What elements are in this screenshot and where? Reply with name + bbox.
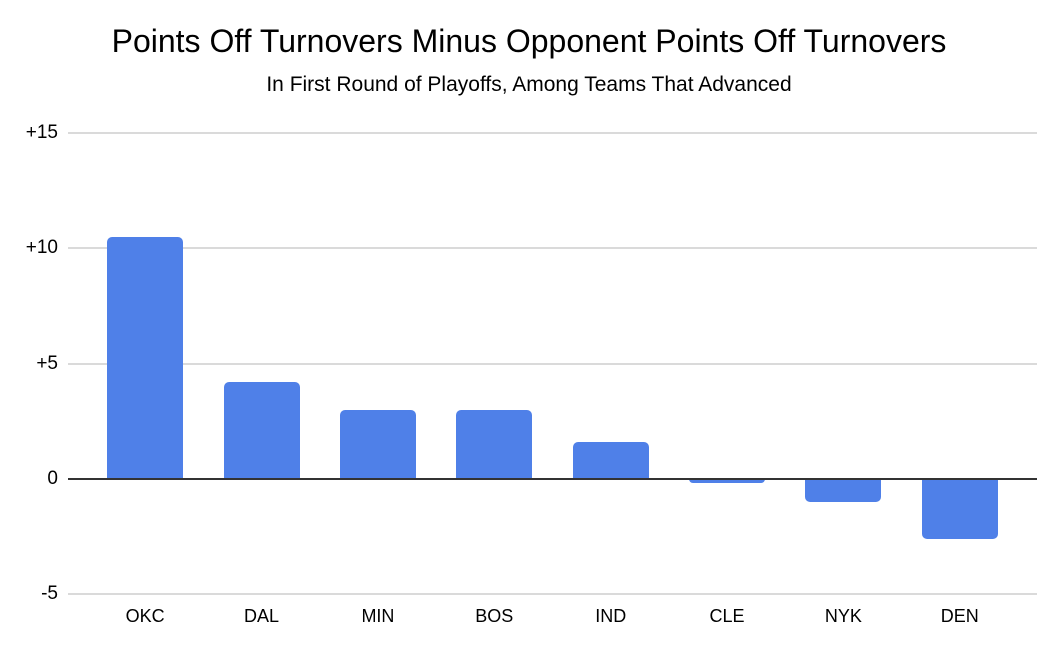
bar-ind [572,441,649,479]
x-axis-tick-label-min: MIN [361,606,395,626]
bar-dal [223,381,300,479]
gridline-plus15 [68,132,1037,134]
bar-bos [456,409,533,479]
gridline-plus5 [68,362,1037,365]
bar-okc [107,236,184,479]
bar-cle [689,478,766,484]
x-axis-tick-label-dal: DAL [244,606,280,626]
bar-den [921,478,998,539]
gridline-plus10 [68,247,1037,250]
chart-subtitle: In First Round of Playoffs, Among Teams … [266,73,792,96]
x-axis-tick-label-den: DEN [940,606,979,626]
x-axis-tick-label-ind: IND [595,606,627,626]
zero-axis-line [68,477,1037,480]
x-axis-tick-label-bos: BOS [475,606,514,626]
y-axis-tick-label: -5 [41,583,58,604]
y-axis-tick-label: +15 [25,122,58,143]
chart-title: Points Off Turnovers Minus Opponent Poin… [111,23,947,59]
x-axis-tick-label-nyk: NYK [824,606,862,626]
y-axis-tick-label: +5 [36,352,58,374]
bar-nyk [805,478,882,502]
y-axis-tick-label: 0 [47,467,58,489]
x-axis-tick-label-okc: OKC [125,606,165,626]
plot-area: +15 +10 +5 0 -5 OKC DAL MIN BOS IND CLE NYK DEN [26,122,1037,626]
gridline--5 [68,593,1037,595]
bar-min [339,409,416,479]
y-axis-tick-label: +10 [25,237,58,259]
x-axis-tick-label-cle: CLE [709,606,745,626]
